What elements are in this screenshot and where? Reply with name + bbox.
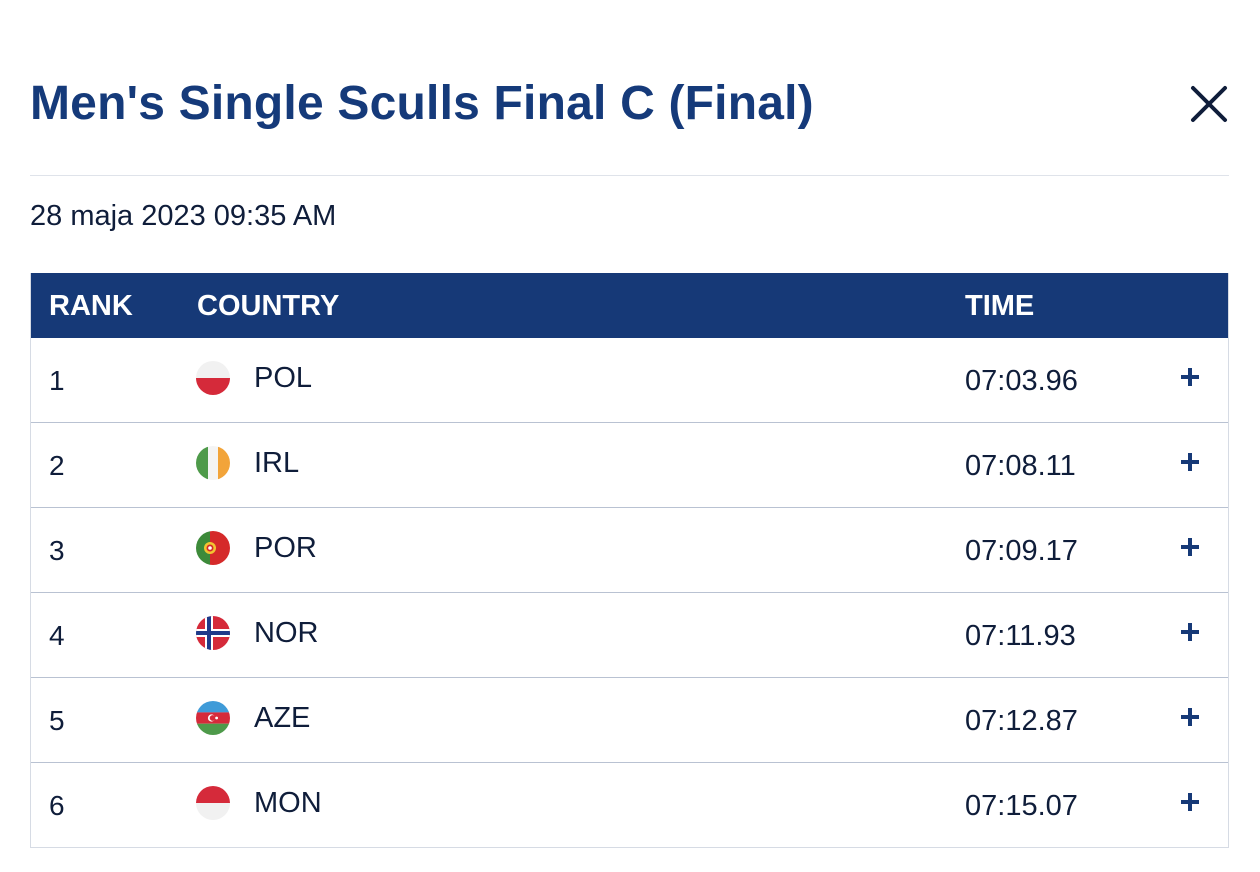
plus-icon — [1181, 538, 1199, 556]
ireland-flag-icon — [196, 446, 230, 480]
plus-icon — [1181, 793, 1199, 811]
expand-button[interactable] — [1177, 789, 1203, 815]
time-cell: 07:09.17 — [965, 535, 1078, 567]
expand-button[interactable] — [1177, 704, 1203, 730]
table-row[interactable]: 3 POR 07:09.17 — [31, 508, 1228, 593]
rank-cell: 4 — [49, 620, 65, 651]
results-table: RANK COUNTRY TIME 1 POL 07:03.96 — [30, 273, 1229, 848]
time-cell: 07:12.87 — [965, 705, 1078, 737]
country-code: AZE — [254, 702, 311, 734]
time-cell: 07:11.93 — [965, 620, 1076, 652]
race-date: 28 maja 2023 09:35 AM — [30, 200, 337, 232]
table-row[interactable]: 2 IRL 07:08.11 — [31, 423, 1228, 508]
header-time: TIME — [965, 290, 1035, 322]
plus-icon — [1181, 708, 1199, 726]
country-code: POL — [254, 362, 313, 394]
rank-cell: 1 — [49, 365, 65, 396]
table-row[interactable]: 4 NOR 07:11.93 — [31, 593, 1228, 678]
expand-button[interactable] — [1177, 534, 1203, 560]
country-code: IRL — [254, 447, 300, 479]
plus-icon — [1181, 368, 1199, 386]
modal-header: Men's Single Sculls Final C (Final) — [30, 0, 1229, 176]
plus-icon — [1181, 453, 1199, 471]
country-code: POR — [254, 532, 317, 564]
header-rank: RANK — [49, 290, 133, 322]
monaco-flag-icon — [196, 786, 230, 820]
time-cell: 07:15.07 — [965, 790, 1078, 822]
rank-cell: 5 — [49, 705, 65, 736]
country-code: NOR — [254, 617, 319, 649]
page-title: Men's Single Sculls Final C (Final) — [30, 77, 814, 130]
poland-flag-icon — [196, 361, 230, 395]
time-cell: 07:03.96 — [965, 365, 1078, 397]
expand-button[interactable] — [1177, 619, 1203, 645]
close-button[interactable] — [1189, 84, 1229, 124]
close-icon — [1191, 86, 1227, 122]
table-row[interactable]: 1 POL 07:03.96 — [31, 338, 1228, 423]
expand-button[interactable] — [1177, 449, 1203, 475]
rank-cell: 6 — [49, 790, 65, 821]
header-country: COUNTRY — [197, 290, 340, 322]
rank-cell: 3 — [49, 535, 65, 566]
table-row[interactable]: 6 MON 07:15.07 — [31, 763, 1228, 847]
rank-cell: 2 — [49, 450, 65, 481]
azerbaijan-flag-icon — [196, 701, 230, 735]
table-row[interactable]: 5 AZE 07:12.87 — [31, 678, 1228, 763]
country-code: MON — [254, 787, 322, 819]
results-modal: Men's Single Sculls Final C (Final) 28 m… — [30, 0, 1229, 848]
table-header: RANK COUNTRY TIME — [31, 273, 1228, 338]
plus-icon — [1181, 623, 1199, 641]
norway-flag-icon — [196, 616, 230, 650]
time-cell: 07:08.11 — [965, 450, 1076, 482]
portugal-flag-icon — [196, 531, 230, 565]
expand-button[interactable] — [1177, 364, 1203, 390]
